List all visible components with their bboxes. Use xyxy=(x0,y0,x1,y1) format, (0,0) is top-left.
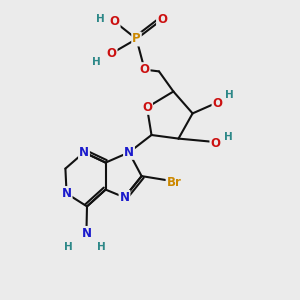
Text: N: N xyxy=(119,191,130,204)
Text: O: O xyxy=(140,63,150,76)
Text: H: H xyxy=(96,14,105,25)
Text: Br: Br xyxy=(167,176,182,189)
Text: O: O xyxy=(210,137,220,150)
Text: H: H xyxy=(225,89,234,100)
Text: N: N xyxy=(79,146,89,159)
Text: O: O xyxy=(106,47,117,60)
Text: P: P xyxy=(132,32,141,46)
Text: O: O xyxy=(157,13,167,26)
Text: N: N xyxy=(81,227,92,240)
Text: O: O xyxy=(142,101,152,114)
Text: H: H xyxy=(92,57,101,68)
Text: H: H xyxy=(64,242,73,253)
Text: O: O xyxy=(110,15,120,28)
Text: H: H xyxy=(224,132,233,142)
Text: N: N xyxy=(124,146,134,159)
Text: O: O xyxy=(212,97,223,110)
Text: N: N xyxy=(61,187,72,200)
Text: H: H xyxy=(97,242,106,253)
